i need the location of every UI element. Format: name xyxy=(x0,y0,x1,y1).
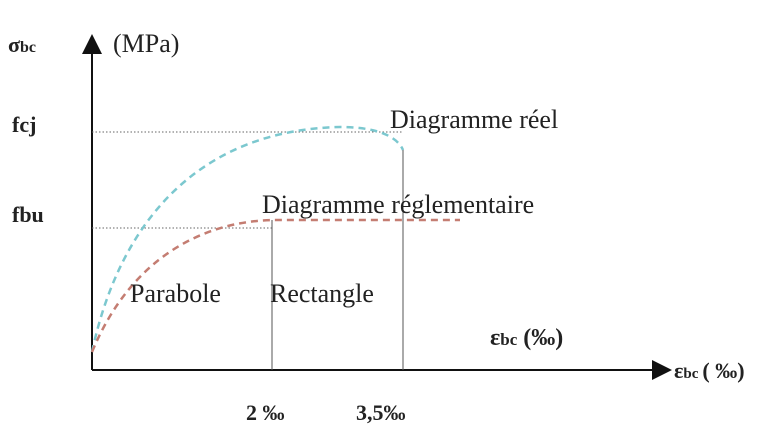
real-label: Diagramme réel xyxy=(390,105,558,134)
inner-x-label: εbc (‰) xyxy=(490,325,563,351)
regulatory-label: Diagramme réglementaire xyxy=(262,190,534,219)
strain-2-label: 2 ‰ xyxy=(246,400,285,425)
parabola-label: Parabole xyxy=(130,279,221,308)
strain-35-label: 3,5‰ xyxy=(356,400,406,425)
fcj-label: fcj xyxy=(12,112,36,137)
real-curve xyxy=(90,125,405,353)
rectangle-label: Rectangle xyxy=(270,279,374,308)
x-axis-label: εbc( ‰) xyxy=(674,358,745,383)
regulatory-curve xyxy=(90,218,460,353)
fbu-label: fbu xyxy=(12,202,44,227)
y-axis-unit: (MPa) xyxy=(113,29,179,58)
y-axis-symbol: σbc xyxy=(8,32,36,57)
